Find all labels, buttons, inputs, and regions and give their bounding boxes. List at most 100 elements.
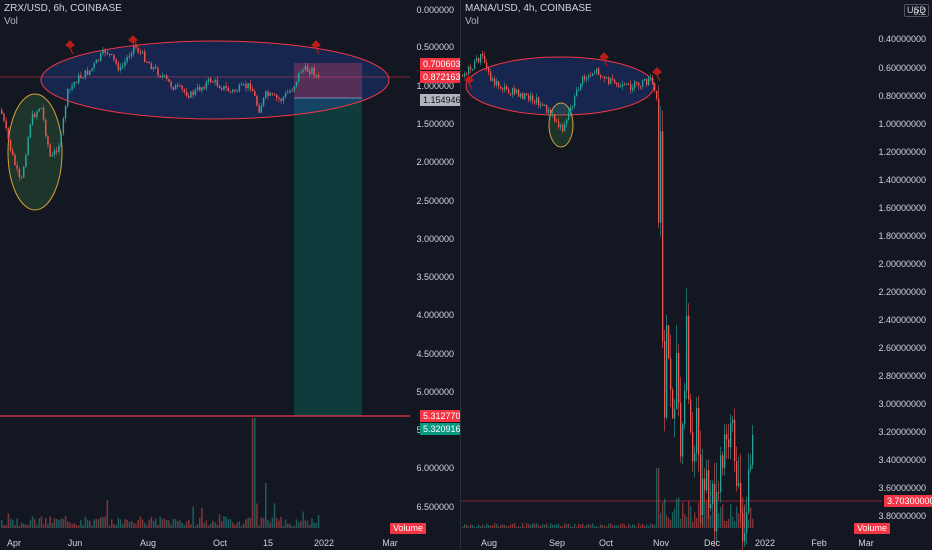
zrx-price-axis[interactable]: 0.000000 0.500000 1.000000 1.500000 2.000000…	[410, 0, 460, 535]
candle-body	[36, 111, 38, 118]
candle-body	[174, 85, 177, 90]
zrx-volume-badge[interactable]: Volume	[390, 523, 427, 534]
candle-body	[744, 532, 746, 542]
volume-bar	[698, 502, 700, 528]
volume-bar	[642, 523, 644, 528]
volume-bar	[232, 522, 234, 528]
candle-body	[568, 112, 570, 120]
zrx-y-tick: 4.500000	[416, 349, 454, 359]
volume-bar	[560, 525, 562, 528]
candle-body	[510, 93, 512, 95]
candle-body	[69, 89, 71, 91]
candle-body	[194, 89, 197, 95]
volume-bar	[234, 524, 236, 528]
mana-time-axis[interactable]: Aug Sep Oct Nov Dec 2022 Feb Mar	[461, 530, 882, 550]
chart-pane-zrx[interactable]: ZRX/USD, 6h, COINBASE Vol 0.000000 0.5000…	[0, 0, 460, 550]
candle-body	[594, 72, 596, 74]
candle-body	[122, 66, 124, 68]
candle-body	[207, 78, 210, 82]
volume-bar	[504, 525, 506, 528]
volume-bar	[596, 526, 598, 528]
volume-bar	[159, 516, 161, 528]
candle-body	[514, 88, 516, 94]
volume-bar	[284, 519, 287, 528]
zrx-y-tick: 4.000000	[416, 310, 454, 320]
mana-volume-badge[interactable]: Volume	[854, 523, 891, 534]
candle-body	[115, 59, 117, 64]
volume-bar	[126, 519, 128, 528]
candle-body	[738, 482, 740, 486]
top-marker-icon	[599, 52, 609, 67]
volume-bar	[42, 524, 45, 528]
volume-bar	[56, 518, 58, 528]
candle-body	[117, 63, 120, 71]
zrx-time-axis[interactable]: Apr Jun Aug Oct 15 2022 Mar	[0, 530, 410, 550]
chart-pane-mana[interactable]: MANA/USD, 4h, COINBASE Vol 0.2 0.40000000…	[461, 0, 932, 550]
volume-bar	[306, 520, 309, 528]
zrx-x-tick: Apr	[6, 538, 22, 548]
candle-body	[718, 492, 720, 494]
candle-body	[662, 131, 664, 342]
candle-body	[712, 483, 714, 505]
volume-bar	[750, 507, 752, 528]
candle-body	[12, 150, 14, 155]
currency-button[interactable]: USD	[904, 4, 930, 17]
zrx-y-tick: 0.500000	[416, 42, 454, 52]
candle-body	[672, 389, 674, 419]
volume-bar	[73, 523, 76, 528]
mana-symbol-label: MANA/USD, 4h, COINBASE	[465, 3, 592, 14]
volume-bar	[562, 526, 564, 528]
candle-body	[658, 98, 660, 223]
candle-body	[504, 86, 506, 90]
mana-price-chart[interactable]	[461, 0, 932, 550]
volume-bar	[93, 519, 95, 528]
candle-body	[78, 75, 80, 83]
candle-body	[562, 125, 564, 132]
candle-body	[89, 70, 91, 75]
candle-body	[170, 81, 172, 88]
candle-body	[64, 105, 67, 119]
candle-body	[155, 66, 157, 68]
candle-body	[67, 89, 69, 106]
volume-bar	[36, 524, 38, 528]
mana-y-tick: 2.60000000	[878, 343, 926, 353]
volume-bar	[212, 520, 214, 528]
zrx-price-chart[interactable]	[0, 0, 460, 550]
volume-bar	[60, 518, 62, 528]
candle-body	[682, 423, 684, 457]
candle-body	[544, 104, 546, 106]
zrx-x-tick: Oct	[212, 538, 228, 548]
volume-bar	[69, 522, 71, 528]
volume-bar	[510, 524, 512, 528]
candle-body	[249, 83, 252, 90]
pane-divider[interactable]	[460, 0, 461, 550]
volume-bar	[152, 520, 155, 528]
volume-bar	[78, 525, 80, 528]
candle-body	[684, 390, 686, 424]
candle-body	[748, 469, 750, 513]
mana-price-axis[interactable]: 0.2 0.40000000 0.60000000 0.80000000 1.00000…	[878, 0, 932, 535]
volume-bar	[260, 517, 263, 528]
candle-body	[212, 81, 214, 83]
candle-body	[177, 85, 179, 87]
candle-body	[498, 81, 500, 87]
candle-body	[276, 94, 278, 98]
candle-body	[86, 70, 89, 75]
volume-bar	[157, 525, 159, 528]
volume-bar	[91, 525, 93, 528]
candle-body	[161, 75, 164, 78]
volume-bar	[682, 502, 684, 528]
volume-bar	[104, 516, 106, 528]
candle-body	[618, 84, 620, 88]
candle-body	[680, 403, 682, 457]
candle-body	[271, 93, 274, 95]
volume-bar	[512, 523, 514, 528]
volume-bar	[137, 520, 139, 528]
volume-bar	[736, 506, 738, 528]
candle-body	[168, 79, 170, 82]
volume-bar	[249, 517, 252, 528]
volume-bar	[728, 518, 730, 528]
volume-bar	[86, 519, 89, 528]
candle-body	[542, 104, 544, 106]
candle-body	[245, 84, 247, 89]
